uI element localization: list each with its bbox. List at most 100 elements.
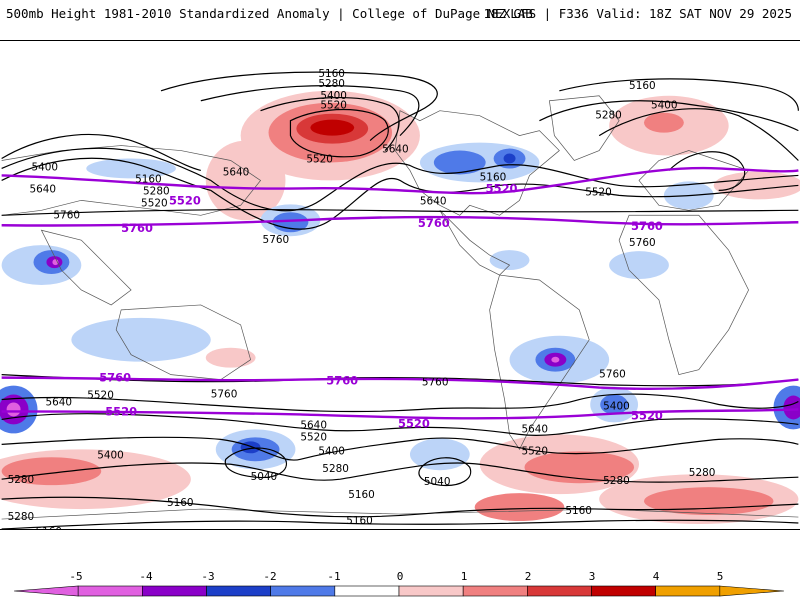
contour-label: 5280: [8, 474, 35, 486]
contour-nh-5520-inner: [289, 108, 389, 158]
colorbar-label: -5: [69, 570, 82, 583]
colorbar-swatch: [527, 585, 592, 597]
contours-south: [1, 374, 799, 529]
anomaly-colorbar: -5 -4 -3 -2 -1 0 1 2 3 4 5: [13, 570, 785, 597]
contour-sh-5160-low: [1, 519, 799, 529]
highlight-sh-5520: [1, 408, 799, 420]
contour-label: 5160: [480, 171, 507, 183]
colorbar-label: 0: [397, 570, 404, 583]
contour-label: 5520: [300, 431, 327, 443]
colorbar-label: 1: [461, 570, 468, 583]
coast-southeast-asia: [40, 229, 132, 306]
positive-anomaly-areas: [0, 90, 800, 525]
colorbar-arrow-left: [13, 585, 79, 597]
colorbar-tick-labels: -5 -4 -3 -2 -1 0 1 2 3 4 5: [69, 570, 723, 583]
coast-south-america: [489, 274, 590, 451]
anomaly-tropic-neg: [71, 317, 211, 362]
contour-label: 5280: [689, 467, 716, 479]
colorbar-label: 4: [653, 570, 660, 583]
contour-label: 5400: [318, 445, 345, 457]
colorbar-swatch: [398, 585, 464, 597]
contour-label: 5760: [211, 389, 238, 401]
highlight-label: 5520: [169, 193, 201, 207]
contour-label: 5640: [30, 183, 57, 195]
contour-label: 5640: [45, 397, 72, 409]
contour-labels-south: 5760 5640 5520 5760 5760 5640 5520 5400 …: [8, 369, 716, 530]
contour-nh-5520-mid: [210, 162, 799, 212]
contour-nh-5400-europe: [668, 151, 746, 191]
contour-label: 5160: [167, 497, 194, 509]
contour-label: 5160: [346, 515, 373, 527]
anomaly-southpac-neg3: [240, 441, 261, 454]
map-title: 500mb Height 1981-2010 Standardized Anom…: [6, 6, 533, 21]
contour-label: 5640: [382, 144, 409, 156]
colorbar-swatch: [334, 585, 400, 597]
contour-label: 5400: [97, 449, 124, 461]
contour-label: 5400: [320, 90, 347, 102]
contour-label: 5760: [422, 377, 449, 389]
contour-label: 5160: [135, 173, 162, 185]
contour-label: 5640: [522, 423, 549, 435]
contours-north: [1, 71, 799, 230]
anomaly-southpacific-pos2: [1, 457, 102, 486]
contour-labels-north: 5160 5280 5400 5520 5640 5160 5400 5280 …: [30, 68, 678, 249]
highlight-labels: 5520 5760 5760 5520 5760 5760 5760 5520 …: [99, 181, 663, 430]
contour-sh-5760: [1, 374, 799, 387]
contour-label: 5520: [522, 445, 549, 457]
anomaly-southwest-pos: [205, 347, 256, 368]
highlight-label: 5520: [486, 181, 518, 195]
highlight-nh-5520: [1, 166, 799, 195]
contour-nh-5400-left: [1, 133, 201, 172]
contour-nh-5160: [160, 71, 438, 142]
coast-antarctica: [1, 508, 799, 520]
anomaly-southpole-pos: [474, 493, 565, 522]
contour-sh-5640: [1, 393, 799, 413]
contour-label: 5640: [223, 166, 250, 178]
highlight-label: 5520: [105, 404, 137, 418]
contour-nh-5280-right: [539, 100, 799, 132]
contour-label: 5160: [348, 489, 375, 501]
anomaly-southamerica-neg4: [551, 356, 560, 363]
colorbar-label: 2: [525, 570, 532, 583]
highlight-label: 5760: [99, 371, 131, 385]
contour-label: 5280: [8, 511, 35, 523]
anomaly-canada-neg4: [503, 153, 516, 164]
colorbar-arrow-right: [719, 585, 785, 597]
contour-label: 5520: [141, 197, 168, 209]
contour-label: 5760: [599, 369, 626, 381]
contour-label: 5640: [300, 419, 327, 431]
contour-label: 5160: [629, 80, 656, 92]
colorbar-swatches: [13, 585, 785, 597]
colorbar-swatch: [655, 585, 721, 597]
colorbar-label: -3: [201, 570, 214, 583]
highlight-label: 5520: [398, 416, 430, 430]
contour-label: 5280: [595, 110, 622, 122]
contour-label: 5640: [420, 195, 447, 207]
contour-label: 5760: [629, 237, 656, 249]
anomaly-russia-pos: [713, 171, 800, 200]
contour-label: 5160: [565, 505, 592, 517]
anomaly-caribbean-neg: [489, 250, 530, 271]
anomaly-canada-neg2: [433, 150, 486, 175]
colorbar-swatch: [142, 585, 207, 597]
contour-label: 5400: [651, 100, 678, 112]
anomaly-indianocean-pos2: [644, 487, 774, 516]
anomaly-shading: [0, 90, 800, 525]
contour-label: 5160: [35, 526, 62, 530]
anomaly-southindian-neg2: [600, 394, 629, 415]
contour-nh-5400-right: [598, 108, 799, 161]
anomaly-edge-left-neg3: [6, 402, 21, 417]
contour-label: 5520: [585, 186, 612, 198]
contour-nh-5640-left: [1, 157, 211, 191]
anomaly-africa-neg: [609, 251, 669, 280]
contour-label: 5040: [251, 471, 278, 483]
colorbar-swatch: [206, 585, 271, 597]
anomaly-southpac2-neg: [409, 438, 470, 471]
coast-greenland: [548, 95, 620, 161]
highlight-sh-5760: [1, 376, 799, 391]
contour-label: 5280: [603, 475, 630, 487]
coast-central-america: [439, 210, 511, 276]
contour-sh-5520: [1, 413, 799, 436]
highlight-label: 5760: [326, 374, 358, 388]
contour-label: 5040: [424, 476, 451, 488]
